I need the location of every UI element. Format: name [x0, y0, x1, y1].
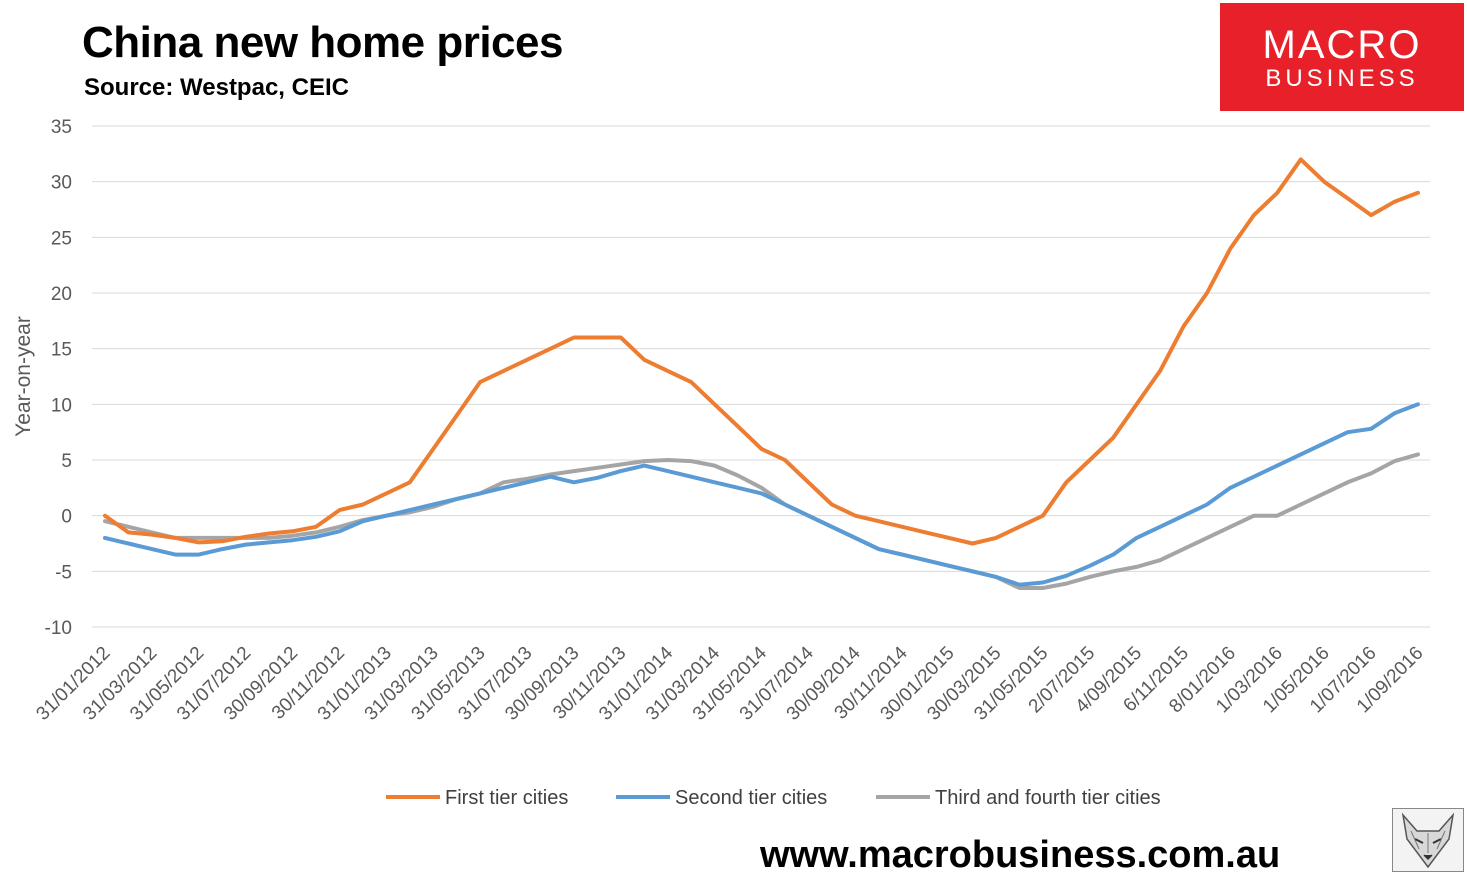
fox-mascot-icon [1392, 808, 1464, 872]
y-axis-ticks: -10 -5 0 5 10 15 20 25 30 35 [45, 117, 72, 639]
y-tick-label: -5 [55, 562, 72, 583]
y-tick-label: 30 [51, 173, 72, 194]
y-tick-label: 25 [51, 228, 72, 249]
x-axis-ticks: 31/01/201231/03/201231/05/201231/07/2012… [32, 642, 1427, 724]
y-tick-label: 5 [61, 451, 72, 472]
y-axis-label: Year-on-year [12, 316, 35, 437]
logo-line-2: BUSINESS [1265, 65, 1419, 92]
series-lines [103, 157, 1420, 590]
y-tick-label: 0 [61, 507, 72, 528]
y-tick-label: 35 [51, 117, 72, 138]
series-line-second-tier-cities [103, 402, 1420, 587]
chart-title: China new home prices [82, 18, 563, 67]
legend-label: Third and fourth tier cities [935, 787, 1161, 809]
macrobusiness-logo: MACRO BUSINESS [1220, 3, 1464, 111]
legend-label: First tier cities [445, 787, 568, 809]
y-tick-label: 15 [51, 340, 72, 361]
y-tick-label: -10 [45, 618, 72, 639]
website-url[interactable]: www.macrobusiness.com.au [760, 834, 1281, 876]
y-tick-label: 10 [51, 395, 72, 416]
chart-subtitle: Source: Westpac, CEIC [84, 74, 349, 101]
logo-line-1: MACRO [1262, 23, 1422, 67]
legend-label: Second tier cities [675, 787, 827, 809]
gridlines [92, 125, 1430, 628]
legend: First tier cities Second tier cities Third… [386, 787, 1161, 809]
series-line-first-tier-cities [103, 157, 1420, 546]
series-line-third-and-fourth-tier-cities [103, 452, 1420, 590]
y-tick-label: 20 [51, 284, 72, 305]
